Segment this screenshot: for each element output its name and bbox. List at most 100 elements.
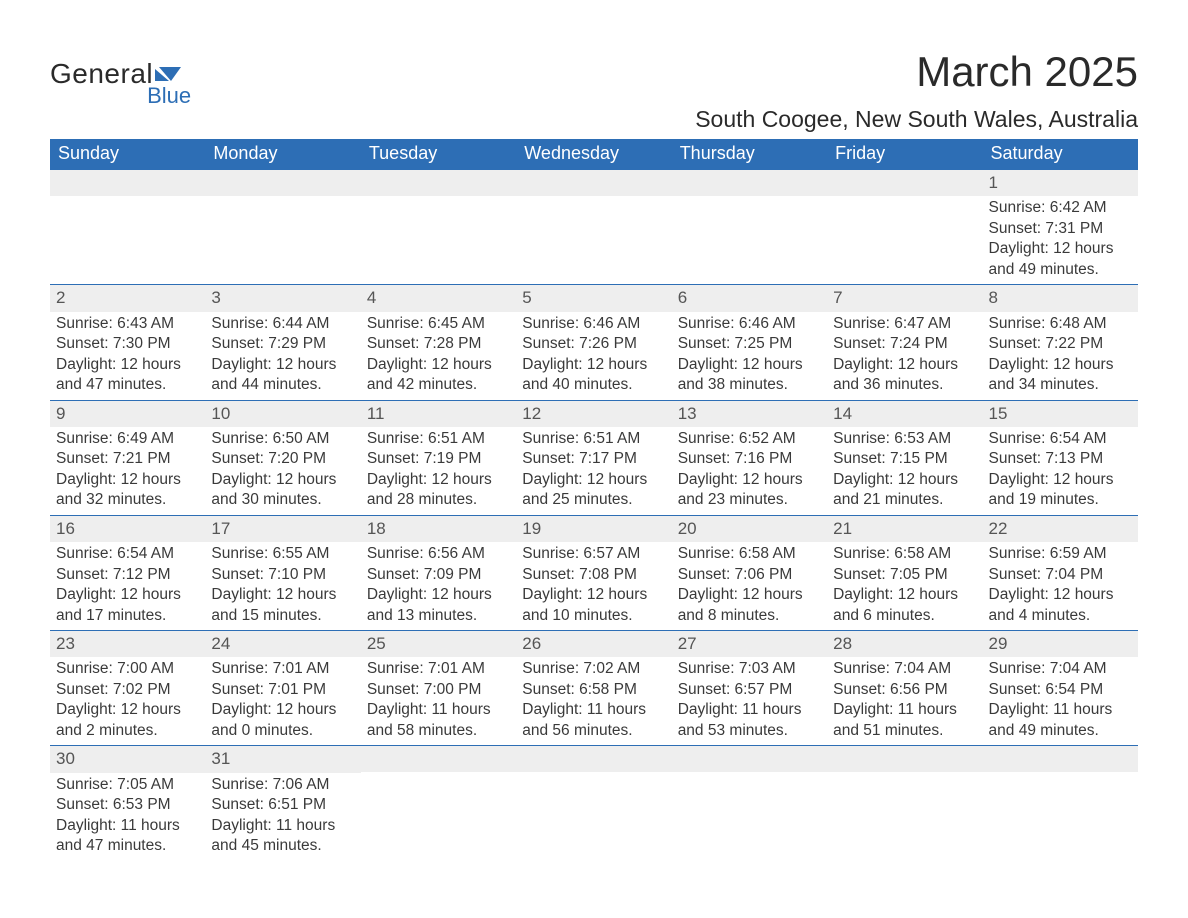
weekday-header: Friday <box>827 139 982 170</box>
daylight-text: and 10 minutes. <box>522 606 665 626</box>
empty-day-body <box>516 196 671 264</box>
day-data: Sunrise: 6:58 AMSunset: 7:06 PMDaylight:… <box>672 542 827 630</box>
sunset-text: Sunset: 7:13 PM <box>989 449 1132 469</box>
sunrise-text: Sunrise: 6:56 AM <box>367 544 510 564</box>
daylight-text: Daylight: 12 hours <box>833 355 976 375</box>
sunset-text: Sunset: 7:29 PM <box>211 334 354 354</box>
daylight-text: and 49 minutes. <box>989 260 1132 280</box>
daylight-text: and 38 minutes. <box>678 375 821 395</box>
daylight-text: and 56 minutes. <box>522 721 665 741</box>
daylight-text: and 21 minutes. <box>833 490 976 510</box>
sunset-text: Sunset: 7:22 PM <box>989 334 1132 354</box>
sunset-text: Sunset: 6:53 PM <box>56 795 199 815</box>
daylight-text: Daylight: 12 hours <box>678 355 821 375</box>
daylight-text: and 6 minutes. <box>833 606 976 626</box>
daylight-text: and 58 minutes. <box>367 721 510 741</box>
weekday-header: Wednesday <box>516 139 671 170</box>
day-data: Sunrise: 6:42 AMSunset: 7:31 PMDaylight:… <box>983 196 1138 284</box>
sunset-text: Sunset: 7:08 PM <box>522 565 665 585</box>
logo-text-blue: Blue <box>147 83 191 109</box>
empty-day-body <box>672 196 827 264</box>
sunrise-text: Sunrise: 6:58 AM <box>833 544 976 564</box>
day-data: Sunrise: 7:01 AMSunset: 7:00 PMDaylight:… <box>361 657 516 745</box>
day-data: Sunrise: 6:46 AMSunset: 7:26 PMDaylight:… <box>516 312 671 400</box>
sunset-text: Sunset: 7:10 PM <box>211 565 354 585</box>
daylight-text: Daylight: 12 hours <box>211 355 354 375</box>
daylight-text: and 44 minutes. <box>211 375 354 395</box>
day-number: 30 <box>50 746 205 772</box>
day-data: Sunrise: 6:57 AMSunset: 7:08 PMDaylight:… <box>516 542 671 630</box>
daylight-text: Daylight: 12 hours <box>989 470 1132 490</box>
calendar-daynum-row: 16171819202122 <box>50 515 1138 542</box>
calendar-header-row: SundayMondayTuesdayWednesdayThursdayFrid… <box>50 139 1138 170</box>
day-number: 4 <box>361 285 516 311</box>
daylight-text: and 42 minutes. <box>367 375 510 395</box>
day-number: 2 <box>50 285 205 311</box>
sunrise-text: Sunrise: 6:51 AM <box>522 429 665 449</box>
sunrise-text: Sunrise: 6:59 AM <box>989 544 1132 564</box>
day-number: 13 <box>672 401 827 427</box>
day-data: Sunrise: 6:50 AMSunset: 7:20 PMDaylight:… <box>205 427 360 515</box>
day-number: 17 <box>205 516 360 542</box>
daylight-text: and 28 minutes. <box>367 490 510 510</box>
daylight-text: Daylight: 12 hours <box>56 470 199 490</box>
daylight-text: and 8 minutes. <box>678 606 821 626</box>
daylight-text: and 23 minutes. <box>678 490 821 510</box>
daylight-text: and 47 minutes. <box>56 836 199 856</box>
sunrise-text: Sunrise: 7:01 AM <box>211 659 354 679</box>
daylight-text: Daylight: 12 hours <box>367 355 510 375</box>
sunset-text: Sunset: 7:28 PM <box>367 334 510 354</box>
weekday-header: Tuesday <box>361 139 516 170</box>
day-number: 25 <box>361 631 516 657</box>
daylight-text: Daylight: 12 hours <box>367 470 510 490</box>
day-data: Sunrise: 6:43 AMSunset: 7:30 PMDaylight:… <box>50 312 205 400</box>
empty-day-number <box>516 170 671 196</box>
sunset-text: Sunset: 7:26 PM <box>522 334 665 354</box>
daylight-text: Daylight: 12 hours <box>211 585 354 605</box>
empty-day-body <box>205 196 360 264</box>
empty-day-number <box>516 746 671 772</box>
sunrise-text: Sunrise: 6:57 AM <box>522 544 665 564</box>
empty-day-number <box>361 170 516 196</box>
calendar-daydata-row: Sunrise: 7:05 AMSunset: 6:53 PMDaylight:… <box>50 773 1138 861</box>
logo: General Blue <box>50 30 229 90</box>
weekday-header: Monday <box>205 139 360 170</box>
day-data: Sunrise: 6:48 AMSunset: 7:22 PMDaylight:… <box>983 312 1138 400</box>
day-number: 31 <box>205 746 360 772</box>
calendar-daydata-row: Sunrise: 6:42 AMSunset: 7:31 PMDaylight:… <box>50 196 1138 284</box>
daylight-text: Daylight: 12 hours <box>833 470 976 490</box>
calendar-daynum-row: 2345678 <box>50 285 1138 312</box>
daylight-text: Daylight: 11 hours <box>833 700 976 720</box>
weekday-header: Thursday <box>672 139 827 170</box>
day-data: Sunrise: 6:49 AMSunset: 7:21 PMDaylight:… <box>50 427 205 515</box>
calendar-daydata-row: Sunrise: 7:00 AMSunset: 7:02 PMDaylight:… <box>50 657 1138 745</box>
day-data: Sunrise: 7:01 AMSunset: 7:01 PMDaylight:… <box>205 657 360 745</box>
daylight-text: Daylight: 12 hours <box>522 585 665 605</box>
day-data: Sunrise: 6:59 AMSunset: 7:04 PMDaylight:… <box>983 542 1138 630</box>
day-data: Sunrise: 7:04 AMSunset: 6:56 PMDaylight:… <box>827 657 982 745</box>
daylight-text: and 15 minutes. <box>211 606 354 626</box>
day-data: Sunrise: 6:54 AMSunset: 7:13 PMDaylight:… <box>983 427 1138 515</box>
sunset-text: Sunset: 6:54 PM <box>989 680 1132 700</box>
day-number: 26 <box>516 631 671 657</box>
sunset-text: Sunset: 7:30 PM <box>56 334 199 354</box>
day-number: 11 <box>361 401 516 427</box>
day-number: 29 <box>983 631 1138 657</box>
day-data: Sunrise: 7:00 AMSunset: 7:02 PMDaylight:… <box>50 657 205 745</box>
day-number: 27 <box>672 631 827 657</box>
daylight-text: and 13 minutes. <box>367 606 510 626</box>
sunset-text: Sunset: 7:20 PM <box>211 449 354 469</box>
sunrise-text: Sunrise: 6:52 AM <box>678 429 821 449</box>
sunrise-text: Sunrise: 7:02 AM <box>522 659 665 679</box>
daylight-text: and 19 minutes. <box>989 490 1132 510</box>
day-data: Sunrise: 6:56 AMSunset: 7:09 PMDaylight:… <box>361 542 516 630</box>
sunrise-text: Sunrise: 6:50 AM <box>211 429 354 449</box>
sunrise-text: Sunrise: 6:44 AM <box>211 314 354 334</box>
sunrise-text: Sunrise: 7:06 AM <box>211 775 354 795</box>
daylight-text: Daylight: 12 hours <box>833 585 976 605</box>
sunrise-text: Sunrise: 7:03 AM <box>678 659 821 679</box>
daylight-text: Daylight: 12 hours <box>211 700 354 720</box>
day-data: Sunrise: 6:51 AMSunset: 7:19 PMDaylight:… <box>361 427 516 515</box>
daylight-text: Daylight: 12 hours <box>522 470 665 490</box>
calendar-body: 1Sunrise: 6:42 AMSunset: 7:31 PMDaylight… <box>50 170 1138 861</box>
